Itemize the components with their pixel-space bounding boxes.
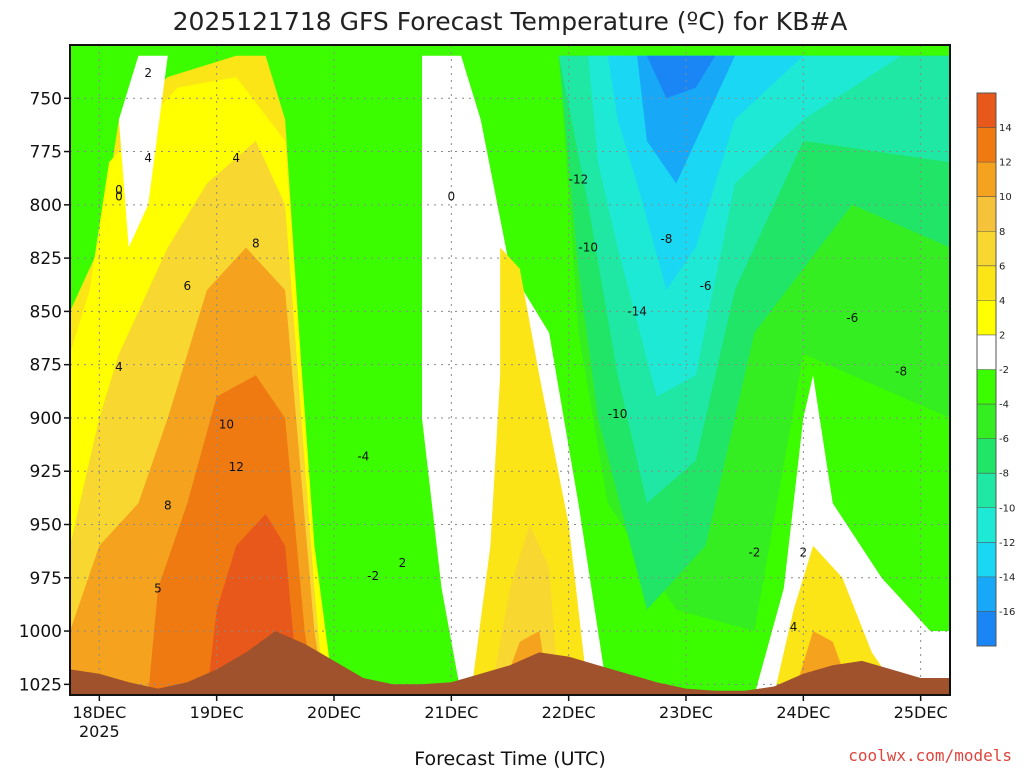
ground-surface	[70, 631, 950, 695]
x-tick-label: 20DEC	[307, 703, 361, 722]
colorbar-swatch	[977, 369, 996, 405]
isotherm-label: 8	[252, 236, 260, 250]
isotherm-label: 6	[184, 279, 192, 293]
isotherm-label: 2	[800, 545, 808, 559]
isotherm-label: -8	[895, 364, 907, 378]
isotherm-label: 4	[790, 620, 798, 634]
x-tick-label: 21DEC	[424, 703, 478, 722]
colorbar-swatch	[977, 334, 996, 370]
colorbar-label: 8	[999, 227, 1005, 238]
plot-area: 2 0 4 4 6 8 0 10 12 8 4 5 -2 -4 2 0 -14 -12 -10 -8 -6 -10 -2 2 4…	[69, 44, 951, 696]
y-tick-label: 775	[30, 143, 62, 163]
temperature-band-8	[470, 247, 589, 695]
source-credit: coolwx.com/models	[848, 746, 1012, 765]
colorbar-label: 4	[999, 296, 1005, 307]
isotherm-label: 0	[448, 190, 456, 204]
colorbar-swatch	[977, 611, 996, 647]
isotherm-label: 4	[232, 151, 240, 165]
x-tick-label: 25DEC	[894, 703, 948, 722]
isotherm-label: 4	[144, 151, 152, 165]
ground-area	[70, 631, 950, 695]
isotherm-label: -10	[578, 241, 598, 255]
chart-title: 2025121718 GFS Forecast Temperature (ºC)…	[173, 7, 848, 36]
cold-band-6	[646, 55, 716, 99]
y-tick-label: 1000	[19, 622, 62, 642]
isotherm-label: 5	[154, 582, 162, 596]
colorbar-label: 14	[999, 123, 1012, 134]
colorbar-label: -14	[999, 572, 1015, 583]
colorbar: 14 12 10 8 6 4 2 -2 -4 -6 -8 -10 -12 -14 -16	[976, 92, 1015, 647]
colorbar-label: 10	[999, 192, 1012, 203]
y-tick-label: 1025	[19, 675, 62, 695]
y-tick-label: 800	[30, 196, 62, 216]
isotherm-label: -12	[569, 173, 589, 187]
isotherm-label: -2	[367, 569, 379, 583]
x-tick-label: 22DEC	[542, 703, 596, 722]
colorbar-label: -8	[999, 469, 1009, 480]
temperature-field	[70, 45, 950, 695]
x-tick-label: 19DEC	[190, 703, 244, 722]
isotherm-label: 2	[144, 66, 152, 80]
isotherm-label: -14	[627, 305, 647, 319]
isotherm-label: 4	[115, 360, 123, 374]
colorbar-swatch	[977, 542, 996, 578]
x-axis-label: Forecast Time (UTC)	[414, 748, 605, 768]
y-tick-label: 850	[30, 302, 62, 322]
colorbar-swatch	[977, 93, 996, 129]
colorbar-swatch	[977, 438, 996, 474]
colorbar-swatch	[977, 231, 996, 267]
isotherm-label: 0	[115, 190, 123, 204]
y-tick-label: 925	[30, 462, 62, 482]
colorbar-label: 6	[999, 261, 1005, 272]
y-tick-label: 875	[30, 356, 62, 376]
colorbar-swatch	[977, 196, 996, 232]
y-tick-label: 900	[30, 409, 62, 429]
temperature-band-6	[118, 55, 168, 248]
y-tick-label: 975	[30, 569, 62, 589]
plot-frame	[69, 44, 951, 696]
colorbar-label: -2	[999, 365, 1009, 376]
colorbar-swatch	[977, 576, 996, 612]
isotherm-label: 8	[164, 499, 172, 513]
colorbar-swatch	[977, 127, 996, 163]
isotherm-label: -4	[357, 450, 369, 464]
colorbar-label: -6	[999, 434, 1009, 445]
y-tick-label: 825	[30, 249, 62, 269]
colorbar-label: 2	[999, 330, 1005, 341]
x-tick-sublabel: 2025	[79, 722, 120, 741]
isotherm-label: -2	[748, 545, 760, 559]
isotherm-label: -10	[608, 407, 628, 421]
y-axis: 750 775 800 825 850 875 900 925 950 975 1000 1025	[19, 89, 70, 695]
colorbar-swatch	[977, 162, 996, 198]
y-tick-label: 750	[30, 89, 62, 109]
x-tick-label: 18DEC	[72, 703, 126, 722]
isotherm-label: -6	[700, 279, 712, 293]
x-tick-label: 24DEC	[776, 703, 830, 722]
colorbar-swatch	[977, 300, 996, 336]
isotherm-label: 0	[115, 183, 123, 197]
colorbar-label: -10	[999, 503, 1015, 514]
colorbar-label: 12	[999, 158, 1012, 169]
colorbar-swatch	[977, 473, 996, 509]
isotherm-labels: 2 0 4 4 6 8 0 10 12 8 4 5 -2 -4 2 0 -14 -12 -10 -8 -6 -10 -2 2 4…	[115, 66, 907, 634]
colorbar-swatch	[977, 265, 996, 301]
isotherm-label: 12	[229, 460, 244, 474]
x-tick-label: 23DEC	[659, 703, 713, 722]
y-tick-label: 950	[30, 516, 62, 536]
colorbar-label: -16	[999, 607, 1015, 618]
isotherm-label: 10	[219, 418, 234, 432]
isotherm-label: -6	[846, 311, 858, 325]
colorbar-swatch	[977, 507, 996, 543]
isotherm-label: 2	[399, 556, 407, 570]
colorbar-label: -12	[999, 538, 1015, 549]
isotherm-label: -8	[660, 232, 672, 246]
colorbar-swatch	[977, 404, 996, 440]
colorbar-label: -4	[999, 400, 1009, 411]
